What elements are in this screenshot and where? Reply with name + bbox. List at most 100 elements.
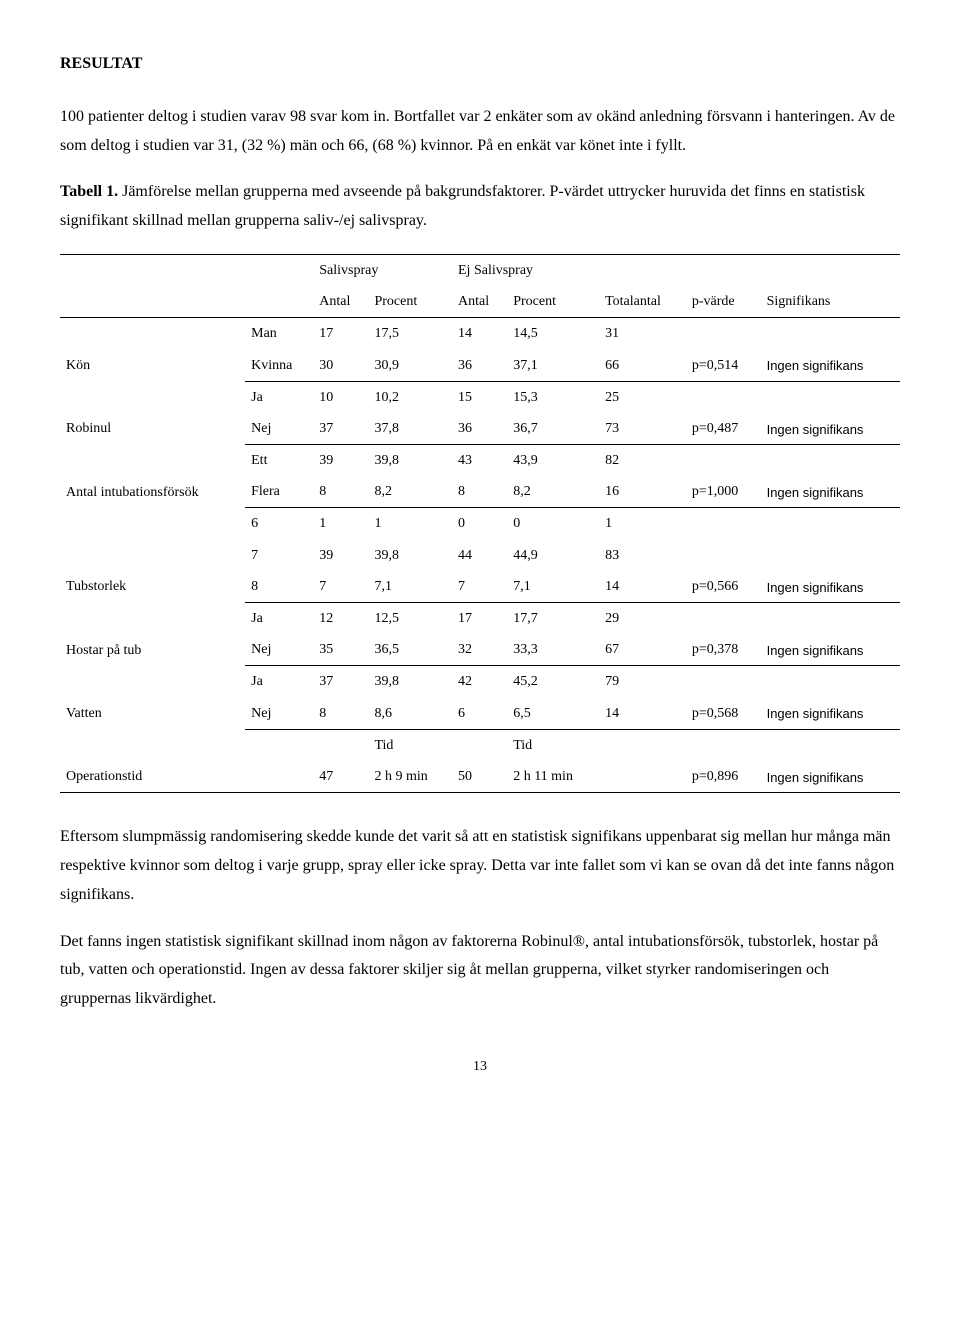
cell: 10 [313, 381, 368, 413]
row-label-tubstorlek: Tubstorlek [60, 508, 245, 603]
cell: 6 [452, 698, 507, 730]
cell: 39 [313, 445, 368, 477]
cell: 8,6 [368, 698, 452, 730]
cell-pvalue: p=0,566 [686, 571, 761, 603]
cell: 17,7 [507, 603, 599, 635]
cell-signif: Ingen signifikans [761, 476, 900, 508]
table-row: Robinul Ja 10 10,2 15 15,3 25 [60, 381, 900, 413]
cell-pvalue: p=0,568 [686, 698, 761, 730]
table-row: Tid Tid [60, 729, 900, 761]
cell: 36,5 [368, 634, 452, 666]
cell: 14 [599, 571, 686, 603]
table-caption-label: Tabell 1. [60, 183, 118, 200]
cell: 16 [599, 476, 686, 508]
cell: 37 [313, 666, 368, 698]
sub-label: 8 [245, 571, 313, 603]
table-column-header-row: Antal Procent Antal Procent Totalantal p… [60, 286, 900, 318]
cell: 8 [313, 698, 368, 730]
cell: 10,2 [368, 381, 452, 413]
sub-label: Nej [245, 698, 313, 730]
cell: 8,2 [507, 476, 599, 508]
cell: 66 [599, 350, 686, 382]
row-label-intub: Antal intubationsförsök [60, 445, 245, 508]
cell: 15,3 [507, 381, 599, 413]
results-table: Salivspray Ej Salivspray Antal Procent A… [60, 254, 900, 793]
cell: 8 [452, 476, 507, 508]
sub-label: 6 [245, 508, 313, 540]
sub-label: Ett [245, 445, 313, 477]
group-header-salivspray: Salivspray [313, 254, 452, 286]
cell: 47 [313, 761, 368, 793]
col-procent-2: Procent [507, 286, 599, 318]
cell: 39,8 [368, 445, 452, 477]
table-row: Tubstorlek 6 1 1 0 0 1 [60, 508, 900, 540]
cell: 35 [313, 634, 368, 666]
cell: 37,8 [368, 413, 452, 445]
cell: 1 [599, 508, 686, 540]
cell: 36 [452, 350, 507, 382]
table-group-header-row: Salivspray Ej Salivspray [60, 254, 900, 286]
row-label-robinul: Robinul [60, 381, 245, 444]
cell: 17 [313, 318, 368, 350]
cell: 36 [452, 413, 507, 445]
cell: 7,1 [368, 571, 452, 603]
sub-label: Man [245, 318, 313, 350]
cell-pvalue: p=0,896 [686, 761, 761, 793]
section-heading: RESULTAT [60, 50, 900, 79]
paragraph-1: 100 patienter deltog i studien varav 98 … [60, 103, 900, 161]
paragraph-3: Det fanns ingen statistisk signifikant s… [60, 928, 900, 1014]
cell: 2 h 11 min [507, 761, 599, 793]
cell-pvalue: p=1,000 [686, 476, 761, 508]
col-pvarde: p-värde [686, 286, 761, 318]
paragraph-2: Eftersom slumpmässig randomisering skedd… [60, 823, 900, 909]
table-row: Hostar på tub Ja 12 12,5 17 17,7 29 [60, 603, 900, 635]
sub-label: Nej [245, 413, 313, 445]
cell-pvalue: p=0,378 [686, 634, 761, 666]
cell: 39 [313, 540, 368, 571]
cell: 7 [452, 571, 507, 603]
cell: 29 [599, 603, 686, 635]
col-signifikans: Signifikans [761, 286, 900, 318]
table-caption: Tabell 1. Jämförelse mellan grupperna me… [60, 178, 900, 236]
col-totalantal: Totalantal [599, 286, 686, 318]
cell: 31 [599, 318, 686, 350]
cell: 83 [599, 540, 686, 571]
cell: 17 [452, 603, 507, 635]
cell: 12 [313, 603, 368, 635]
cell: 25 [599, 381, 686, 413]
group-header-ej-salivspray: Ej Salivspray [452, 254, 599, 286]
col-procent-1: Procent [368, 286, 452, 318]
table-row: Operationstid 47 2 h 9 min 50 2 h 11 min… [60, 761, 900, 793]
cell: 32 [452, 634, 507, 666]
cell-pvalue: p=0,487 [686, 413, 761, 445]
cell: 43,9 [507, 445, 599, 477]
cell-signif: Ingen signifikans [761, 761, 900, 793]
cell: 50 [452, 761, 507, 793]
cell-signif: Ingen signifikans [761, 634, 900, 666]
cell-signif: Ingen signifikans [761, 698, 900, 730]
cell-pvalue: p=0,514 [686, 350, 761, 382]
cell: 44,9 [507, 540, 599, 571]
cell: 1 [368, 508, 452, 540]
cell: 0 [452, 508, 507, 540]
cell: 12,5 [368, 603, 452, 635]
cell: 79 [599, 666, 686, 698]
table-caption-text: Jämförelse mellan grupperna med avseende… [60, 183, 865, 229]
cell: 17,5 [368, 318, 452, 350]
row-label-hostar: Hostar på tub [60, 603, 245, 666]
table-row: Antal intubationsförsök Ett 39 39,8 43 4… [60, 445, 900, 477]
sub-label: Ja [245, 381, 313, 413]
cell: 36,7 [507, 413, 599, 445]
cell: 8,2 [368, 476, 452, 508]
cell: 7 [313, 571, 368, 603]
cell: 1 [313, 508, 368, 540]
cell: 0 [507, 508, 599, 540]
cell: 8 [313, 476, 368, 508]
table-row: Kön Man 17 17,5 14 14,5 31 [60, 318, 900, 350]
table-row: Vatten Ja 37 39,8 42 45,2 79 [60, 666, 900, 698]
cell: 45,2 [507, 666, 599, 698]
cell: 39,8 [368, 666, 452, 698]
sub-label: Nej [245, 634, 313, 666]
cell: 6,5 [507, 698, 599, 730]
sub-label: Ja [245, 666, 313, 698]
